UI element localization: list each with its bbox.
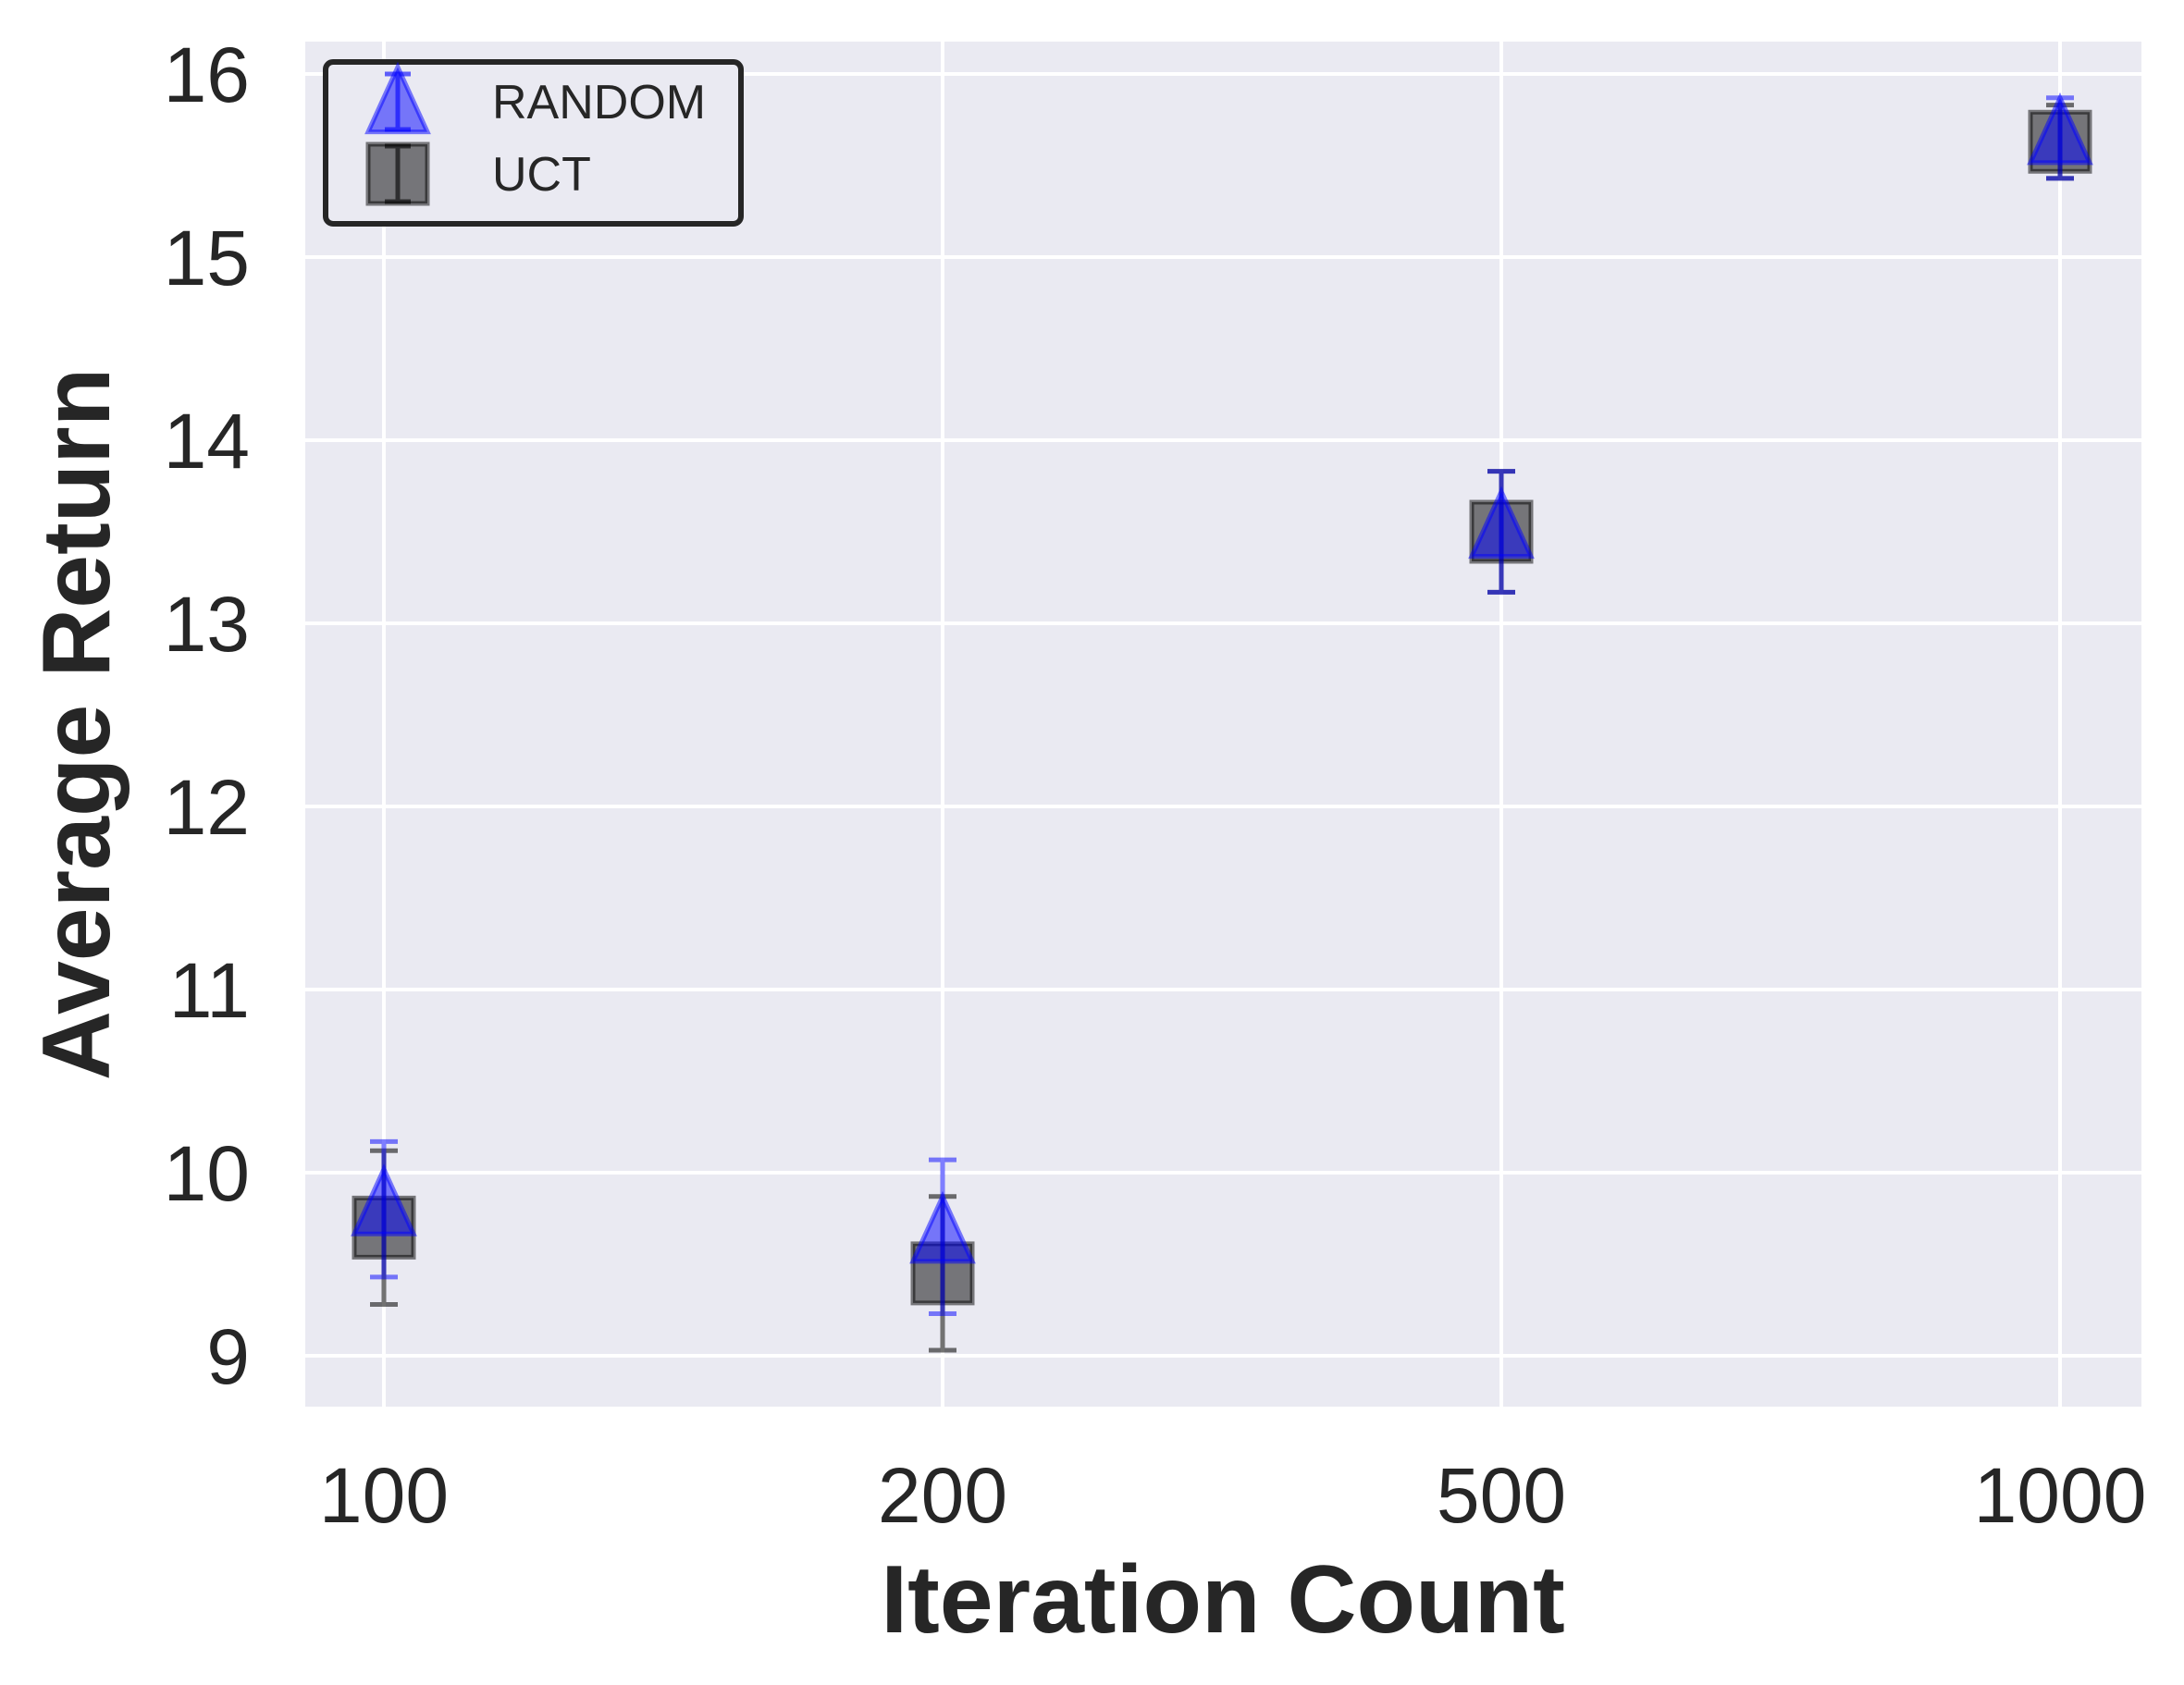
data-marks — [351, 92, 2093, 1353]
y-axis-label: Average Return — [23, 368, 130, 1081]
x-tick-label: 500 — [1437, 1452, 1566, 1539]
plot-area — [305, 42, 2141, 1407]
legend: RANDOM UCT — [323, 59, 744, 227]
x-tick-label: 1000 — [1974, 1452, 2147, 1539]
random-point — [1468, 486, 1535, 560]
tick-labels: 9 10 11 12 13 14 15 16 100 200 500 1000 — [164, 31, 2147, 1539]
legend-errorbar-random — [385, 71, 411, 132]
x-tick-label: 200 — [878, 1452, 1007, 1539]
y-tick-label: 15 — [164, 215, 250, 301]
legend-label-uct: UCT — [492, 148, 591, 202]
legend-label-random: RANDOM — [492, 76, 706, 129]
legend-errorbar-uct — [385, 143, 411, 204]
y-tick-label: 9 — [206, 1313, 250, 1400]
y-tick-label: 14 — [164, 398, 250, 485]
y-tick-label: 16 — [164, 31, 250, 118]
random-point — [909, 1190, 976, 1264]
y-tick-label: 10 — [164, 1130, 250, 1217]
random-point — [2027, 92, 2093, 166]
x-tick-label: 100 — [319, 1452, 449, 1539]
random-point — [351, 1163, 417, 1236]
y-tick-label: 12 — [164, 764, 250, 851]
y-tick-label: 11 — [169, 947, 250, 1034]
y-tick-label: 13 — [164, 581, 250, 668]
x-axis-label: Iteration Count — [881, 1546, 1564, 1654]
